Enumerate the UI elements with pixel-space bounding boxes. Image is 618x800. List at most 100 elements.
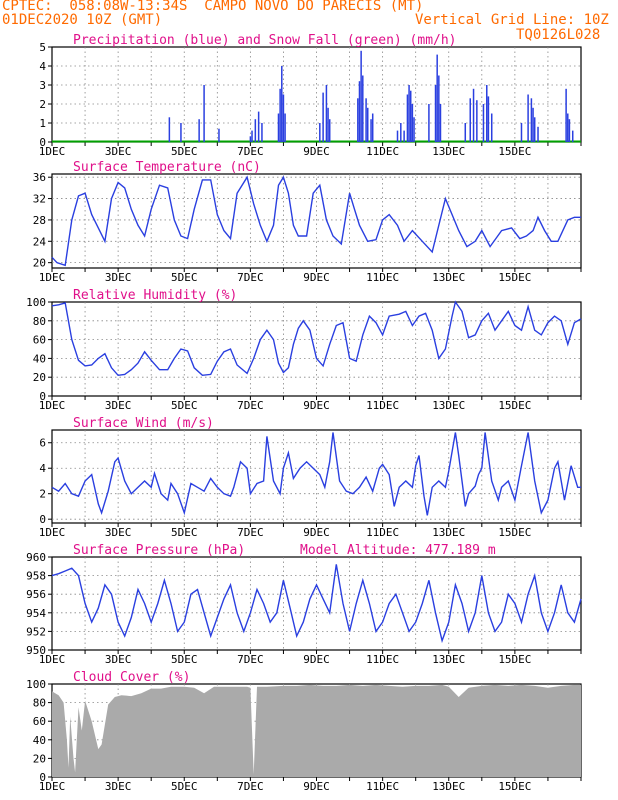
y-tick-label: 40 (33, 734, 46, 747)
series-line (51, 432, 581, 516)
y-tick-label: 80 (33, 315, 46, 328)
x-tick-label: 15DEC (498, 399, 531, 412)
x-tick-label: 15DEC (498, 145, 531, 158)
precip-bar (282, 94, 285, 142)
x-tick-label: 5DEC (171, 780, 198, 793)
precip-bar (406, 94, 409, 142)
x-tick-label: 15DEC (498, 526, 531, 539)
precip-bar (472, 88, 475, 142)
header-grid-note: Vertical Grid Line: 10Z (415, 12, 609, 28)
y-tick-label: 36 (33, 171, 46, 184)
precip-bar (322, 92, 324, 142)
panel-title: Surface Temperature (nC) (73, 160, 261, 175)
series-line (51, 175, 581, 267)
y-tick-label: 3 (39, 79, 46, 92)
x-tick-label: 11DEC (366, 780, 399, 793)
x-tick-label: 11DEC (366, 653, 399, 666)
precip-bar (530, 98, 533, 142)
panel-annotation: Model Altitude: 477.189 m (300, 543, 496, 558)
precip-bar (180, 123, 182, 142)
y-tick-label: 100 (26, 296, 46, 309)
panel-title: Cloud Cover (%) (73, 670, 190, 685)
x-tick-label: 11DEC (366, 399, 399, 412)
precip-bar (281, 66, 283, 142)
precip-bar (396, 130, 399, 142)
precip-bar (464, 123, 467, 142)
precip-bar (571, 130, 574, 142)
precip-bar (279, 88, 281, 142)
y-tick-label: 40 (33, 352, 46, 365)
precip-bar (409, 90, 412, 142)
y-tick-label: 28 (33, 214, 46, 227)
x-tick-label: 7DEC (237, 271, 264, 284)
y-tick-label: 952 (26, 625, 46, 638)
precip-bar (328, 119, 331, 142)
precip-bar (476, 100, 478, 142)
panel-title: Precipitation (blue) and Snow Fall (gree… (73, 33, 457, 48)
precip-bar (357, 98, 359, 142)
header-date: 01DEC2020 10Z (GMT) (2, 12, 163, 28)
y-tick-label: 960 (26, 551, 46, 564)
precip-bar (438, 75, 440, 142)
panel-title: Relative Humidity (%) (73, 288, 237, 303)
precip-bar (362, 75, 364, 142)
x-tick-label: 9DEC (303, 780, 330, 793)
y-tick-label: 0 (39, 513, 46, 526)
y-tick-label: 950 (26, 644, 46, 657)
series-line (51, 300, 582, 377)
x-tick-label: 7DEC (237, 145, 264, 158)
x-tick-label: 3DEC (105, 145, 132, 158)
x-tick-label: 15DEC (498, 780, 531, 793)
precip-bar (565, 88, 567, 142)
y-tick-label: 0 (39, 771, 46, 784)
x-tick-label: 3DEC (105, 526, 132, 539)
y-tick-label: 958 (26, 570, 46, 583)
x-tick-label: 7DEC (237, 399, 264, 412)
precip-bar (327, 107, 329, 142)
precip-bar (482, 104, 485, 142)
x-tick-label: 9DEC (303, 271, 330, 284)
precip-bar (411, 104, 414, 142)
precip-bar (257, 111, 260, 142)
precip-bar (366, 107, 369, 142)
precip-bar (403, 130, 405, 142)
x-tick-label: 5DEC (171, 526, 198, 539)
precip-bar (428, 104, 430, 142)
x-tick-label: 13DEC (432, 399, 465, 412)
precip-bar (434, 85, 437, 142)
x-tick-label: 7DEC (237, 780, 264, 793)
y-tick-label: 20 (33, 371, 46, 384)
x-tick-label: 5DEC (171, 271, 198, 284)
precip-bar (567, 113, 569, 142)
x-tick-label: 9DEC (303, 399, 330, 412)
precip-bar (568, 119, 571, 142)
precip-bar (203, 85, 205, 142)
precip-bar (319, 123, 321, 142)
x-tick-label: 11DEC (366, 526, 399, 539)
precip-bar (261, 123, 263, 142)
precip-bar (527, 94, 529, 142)
precip-bar (198, 119, 200, 142)
y-tick-label: 4 (39, 60, 46, 73)
precip-bar (469, 98, 471, 142)
x-tick-label: 7DEC (237, 526, 264, 539)
x-tick-label: 1DEC (39, 653, 66, 666)
header-location: CPTEC: 058:08W-13:34S CAMPO NOVO DO PARE… (2, 0, 424, 14)
precip-bar (413, 117, 415, 142)
x-tick-label: 5DEC (171, 653, 198, 666)
precip-bar (533, 117, 536, 142)
y-tick-label: 0 (39, 390, 46, 403)
x-tick-label: 7DEC (237, 653, 264, 666)
y-tick-label: 5 (39, 41, 46, 54)
precip-bar (520, 123, 523, 142)
y-tick-label: 1 (39, 117, 46, 130)
precip-bar (360, 50, 362, 142)
x-tick-label: 1DEC (39, 780, 66, 793)
x-tick-label: 9DEC (303, 526, 330, 539)
y-tick-label: 2 (39, 98, 46, 111)
x-tick-label: 3DEC (105, 780, 132, 793)
panel-title: Surface Wind (m/s) (73, 416, 214, 431)
x-tick-label: 5DEC (171, 145, 198, 158)
